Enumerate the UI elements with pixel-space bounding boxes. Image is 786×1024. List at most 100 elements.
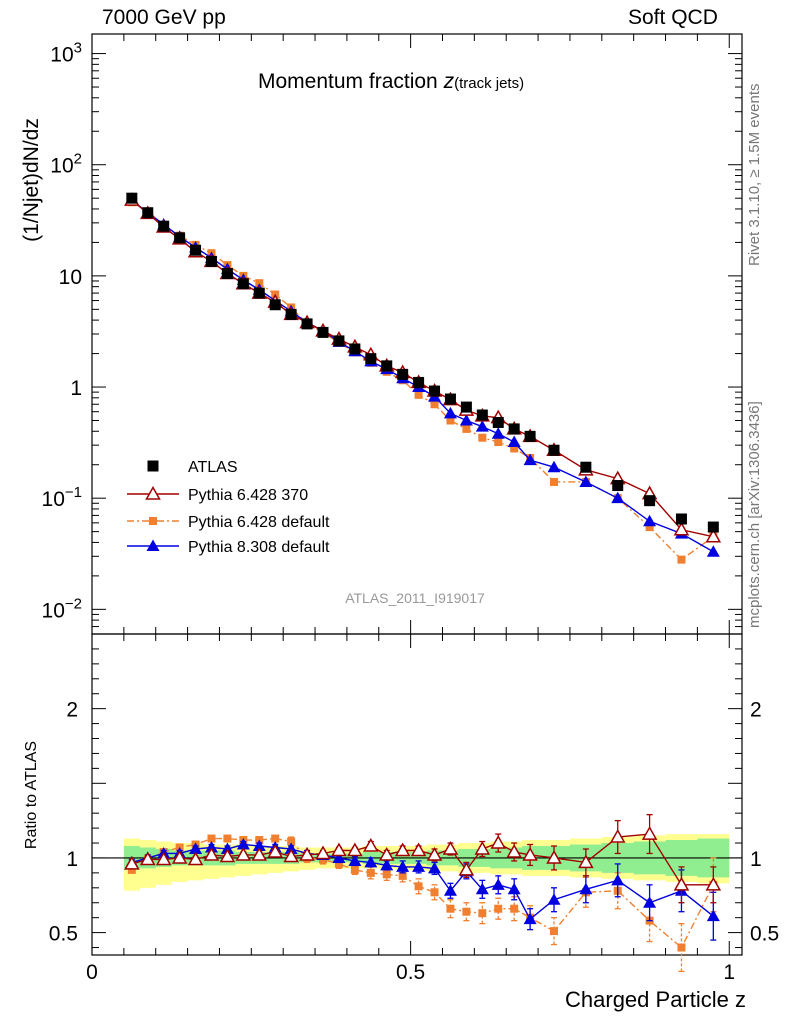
main-point-atlas [174,232,186,244]
ratio-xtick-label: 0 [86,961,98,984]
ratio-point-p8-default [284,842,298,854]
main-point-p8-default [491,427,505,439]
main-point-atlas [429,385,441,397]
ratio-xtick-label: 0.5 [396,961,425,984]
ratio-point-p8-default [252,839,266,852]
ratio-point-p6-370 [458,861,475,876]
ratio-point-p6-default [430,888,439,897]
main-point-p6-default [550,477,559,486]
main-point-p8-default [643,514,657,527]
ratio-ylabel: Ratio to ATLAS [23,741,40,849]
main-point-atlas [413,376,425,388]
main-point-p8-default [706,545,720,557]
ratio-point-p6-370 [394,842,411,857]
ratio-point-p8-default [396,860,410,872]
ratio-point-p8-default [579,882,593,895]
main-point-atlas [333,335,345,347]
ratio-point-p6-default [446,904,455,913]
main-point-p6-370 [673,521,690,536]
main-point-atlas [707,521,719,533]
main-ytick-label: 102 [50,151,82,178]
ratio-ytick-label-right: 1 [750,848,762,871]
main-point-atlas [365,353,377,365]
main-ytick-label: 103 [50,40,82,67]
main-ytick-label: 1 [70,377,82,400]
ratio-point-p8-default [443,884,457,896]
main-point-p6-default [462,424,471,433]
main-point-atlas [317,326,329,338]
legend-label-p6-default: Pythia 6.428 default [188,514,330,531]
ratio-point-p6-370 [546,849,562,864]
ratio-panel: 2 2 1 1 0.5 0.5 0 0.5 1 Ratio to ATLAS Charged Par… [23,633,779,1012]
ratio-point-p8-default [412,860,426,872]
ratio-point-p6-default [223,834,232,843]
main-point-p8-default [523,453,537,466]
main-ytick-label: 10−1 [42,484,82,511]
ratio-point-p6-default [478,909,487,918]
ratio-point-p6-370 [267,843,283,858]
ratio-point-p6-default [550,927,559,936]
ratio-point-p8-default [523,912,537,925]
header-right: Soft QCD [628,6,718,29]
ratio-point-p6-default [334,859,343,868]
main-point-p6-default [446,416,455,425]
legend-marker-atlas [147,460,159,472]
ratio-point-p6-default [398,871,407,880]
main-point-atlas [548,444,560,456]
main-point-atlas [126,192,138,204]
ratio-xtick-label: 1 [723,961,735,984]
ratio-point-p6-default [494,904,503,913]
ratio-point-p6-370 [641,826,658,840]
ratio-point-p8-default [507,882,521,895]
main-point-atlas [349,343,361,355]
ratio-point-p6-370 [347,842,363,857]
ratio-point-p6-default [414,882,423,891]
main-point-atlas [142,207,154,219]
ratio-point-p6-370 [442,840,459,855]
main-point-p6-default [478,433,487,442]
main-title: Momentum fraction z(track jets) [258,70,524,93]
main-point-atlas [508,423,520,435]
main-point-p6-default [414,390,423,399]
ratio-point-p6-370 [124,855,140,870]
ratio-ytick-label-left: 0.5 [49,923,78,946]
ratio-point-p6-default [462,907,471,916]
main-point-atlas [476,409,488,421]
ratio-frame [91,633,743,956]
ratio-point-p6-370 [155,851,172,866]
main-point-atlas [269,299,281,311]
main-point-p6-default [255,279,264,288]
ratio-point-p6-370 [673,876,690,891]
ratio-point-p6-default [677,943,686,952]
ratio-point-p6-370 [410,842,427,857]
legend-marker-p6-370 [145,485,161,500]
main-point-atlas [644,495,656,507]
main-point-atlas [580,461,592,473]
main-point-atlas [190,244,202,256]
ratio-ytick-label-left: 1 [66,848,78,871]
main-point-atlas [612,480,624,492]
ratio-ytick-label-right: 2 [750,699,762,722]
ratio-point-p6-370 [609,829,626,843]
main-point-p6-default [494,438,503,447]
main-point-p8-default [475,420,489,432]
main-point-p6-default [677,555,686,564]
main-point-atlas [253,287,265,299]
ratio-point-p6-370 [426,846,443,861]
main-point-atlas [460,401,472,413]
main-point-atlas [381,360,393,372]
ratio-point-p8-default [220,842,234,854]
main-point-p6-default [645,523,654,532]
main-point-p8-default [579,475,593,487]
main-point-atlas [158,220,170,232]
ratio-point-p8-default [348,854,362,866]
legend-marker-p6-default [149,517,157,525]
ratio-point-p6-370 [235,846,252,861]
main-ytick-label: 10 [59,266,82,289]
main-point-atlas [444,393,456,405]
main-point-atlas [237,278,249,290]
legend-label-atlas: ATLAS [188,459,238,476]
ratio-point-p6-370 [283,848,299,863]
main-point-p8-default [507,435,521,448]
